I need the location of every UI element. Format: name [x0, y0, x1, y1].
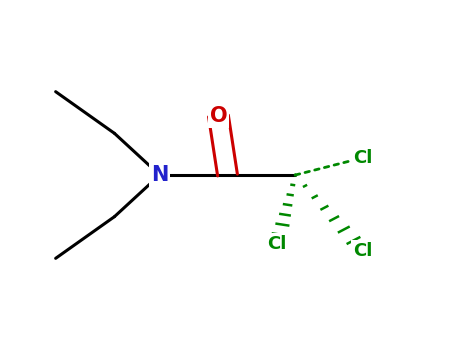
Text: Cl: Cl: [354, 149, 373, 167]
Text: Cl: Cl: [354, 243, 373, 260]
Text: N: N: [151, 165, 168, 185]
Text: Cl: Cl: [268, 236, 287, 253]
Text: O: O: [210, 106, 227, 126]
